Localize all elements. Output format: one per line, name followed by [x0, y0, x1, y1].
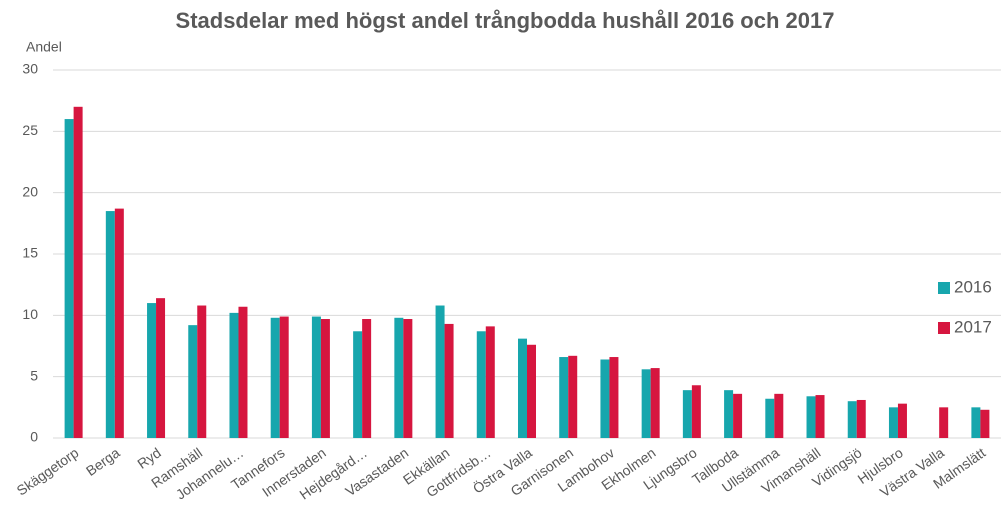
bar — [197, 305, 207, 438]
y-tick-label: 10 — [22, 306, 38, 322]
bar — [476, 331, 486, 438]
bar — [435, 305, 445, 438]
bar — [691, 385, 701, 438]
bar — [847, 401, 857, 438]
bar — [600, 359, 610, 438]
x-tick-label: Berga — [83, 444, 123, 479]
bar — [888, 407, 898, 438]
bar — [971, 407, 981, 438]
legend-label: 2016 — [954, 277, 992, 296]
y-tick-label: 15 — [22, 245, 38, 261]
bar — [939, 407, 949, 438]
legend-swatch — [938, 282, 950, 294]
bar — [279, 316, 289, 438]
bar — [105, 211, 115, 438]
bar — [641, 369, 651, 438]
legend-label: 2017 — [954, 317, 992, 336]
bar — [444, 323, 454, 438]
bar — [527, 344, 536, 438]
bar — [362, 319, 372, 438]
bar — [815, 395, 825, 438]
bar — [485, 326, 495, 438]
bar — [147, 303, 157, 438]
bar — [980, 409, 990, 438]
bar — [238, 306, 248, 438]
bar — [609, 357, 619, 438]
y-tick-label: 25 — [22, 122, 38, 138]
x-tick-label: Ryd — [134, 444, 164, 471]
bar — [724, 390, 734, 438]
bar — [229, 312, 239, 438]
bar — [64, 119, 74, 439]
bar — [897, 403, 907, 438]
bar — [856, 399, 866, 438]
bar — [394, 317, 404, 438]
bar — [682, 390, 692, 438]
bar — [114, 208, 124, 438]
legend-swatch — [938, 322, 950, 334]
bar — [650, 368, 660, 438]
bar — [568, 355, 578, 438]
bar — [774, 393, 784, 438]
bar — [320, 319, 330, 438]
chart-title: Stadsdelar med högst andel trångbodda hu… — [176, 8, 835, 33]
bar — [518, 338, 527, 438]
bar — [73, 106, 83, 439]
y-axis-label: Andel — [26, 39, 62, 55]
y-tick-label: 30 — [22, 61, 38, 77]
bar — [188, 325, 198, 438]
bar — [353, 331, 363, 438]
bar — [806, 396, 816, 438]
bar — [270, 317, 280, 438]
bar — [733, 393, 743, 438]
bar — [559, 357, 569, 438]
y-tick-label: 0 — [30, 429, 38, 445]
x-tick-label: Skäggetorp — [14, 444, 82, 498]
bar — [311, 316, 321, 438]
bar — [403, 319, 413, 438]
bar — [765, 398, 775, 438]
y-tick-label: 20 — [22, 183, 38, 199]
y-tick-label: 5 — [30, 367, 38, 383]
bar — [156, 298, 166, 438]
